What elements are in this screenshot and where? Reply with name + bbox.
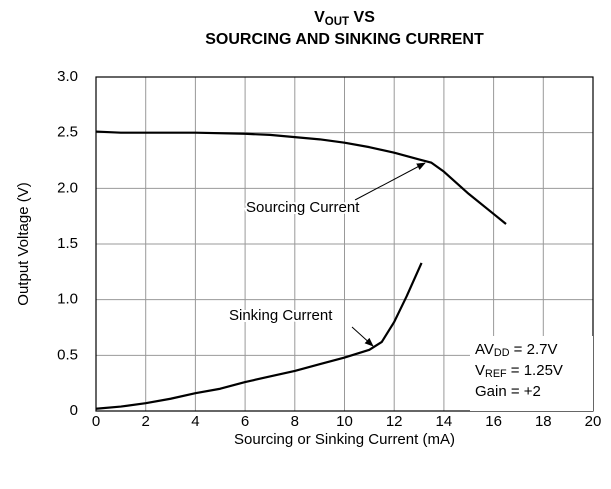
chart-title: SOURCING AND SINKING CURRENT xyxy=(205,31,484,48)
data-line xyxy=(95,130,507,225)
x-tick-label: 20 xyxy=(585,413,602,430)
chart-title-part: VS xyxy=(349,9,375,26)
conditions-box xyxy=(470,336,593,411)
x-tick-label: 18 xyxy=(535,413,552,430)
x-tick-label: 6 xyxy=(241,413,249,430)
annotation-label: Sourcing Current xyxy=(246,199,360,216)
annotation-arrow xyxy=(351,326,374,347)
x-axis-label: Sourcing or Sinking Current (mA) xyxy=(234,431,455,448)
y-tick-label: 2.0 xyxy=(57,179,78,196)
condition-text-part: = 1.25V xyxy=(507,362,563,379)
y-tick-label: 1.0 xyxy=(57,291,78,308)
x-tick-label: 14 xyxy=(436,413,453,430)
condition-text-part: DD xyxy=(494,347,510,359)
x-tick-label: 16 xyxy=(485,413,502,430)
plot-frame xyxy=(95,76,594,412)
chart-title-part: V xyxy=(314,9,325,26)
y-axis-label: Output Voltage (V) xyxy=(15,182,32,305)
x-tick-label: 10 xyxy=(336,413,353,430)
y-tick-label: 2.5 xyxy=(57,124,78,141)
condition-text: AVDD = 2.7V xyxy=(475,341,557,359)
chart-title: VOUT VS xyxy=(314,9,375,27)
x-tick-label: 12 xyxy=(386,413,403,430)
x-tick-label: 8 xyxy=(291,413,299,430)
y-tick-label: 1.5 xyxy=(57,235,78,252)
y-tick-label: 0.5 xyxy=(57,346,78,363)
data-line xyxy=(95,262,423,410)
condition-text-part: V xyxy=(475,362,485,379)
condition-text: Gain = +2 xyxy=(475,383,541,400)
condition-text-part: = 2.7V xyxy=(510,341,558,358)
condition-text-part: REF xyxy=(485,368,507,380)
chart-title-part: SOURCING AND SINKING CURRENT xyxy=(205,31,484,48)
x-tick-label: 0 xyxy=(92,413,100,430)
condition-text-part: Gain = +2 xyxy=(475,383,541,400)
annotation-arrow xyxy=(354,162,426,201)
annotation-label: Sinking Current xyxy=(229,307,333,324)
chart-title-part: OUT xyxy=(325,16,349,28)
y-tick-label: 0 xyxy=(70,402,78,419)
condition-text-part: AV xyxy=(475,341,494,358)
y-tick-label: 3.0 xyxy=(57,68,78,85)
x-tick-label: 2 xyxy=(142,413,150,430)
x-tick-label: 4 xyxy=(191,413,199,430)
condition-text: VREF = 1.25V xyxy=(475,362,563,380)
